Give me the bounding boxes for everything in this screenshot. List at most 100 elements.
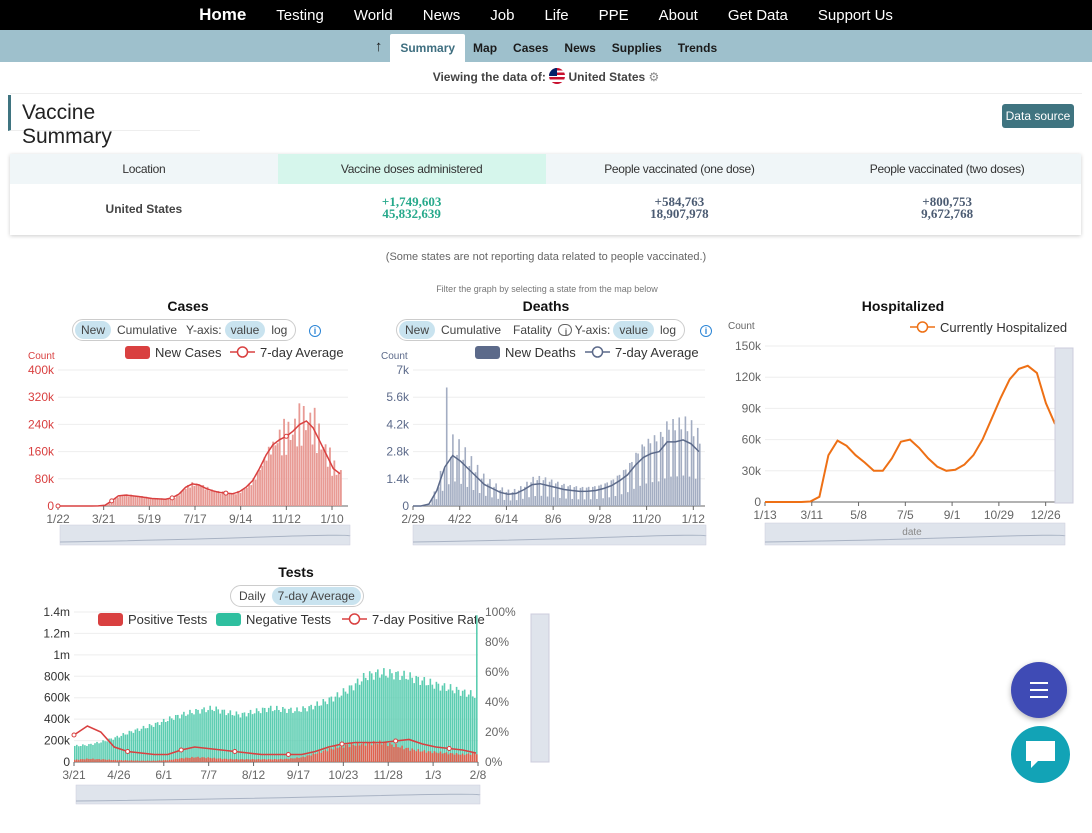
tab-trends[interactable]: Trends bbox=[677, 41, 718, 55]
case-bar bbox=[256, 470, 259, 506]
tab-summary[interactable]: Summary bbox=[390, 34, 466, 62]
fatality-info-icon[interactable]: i bbox=[557, 324, 572, 337]
data-source-button[interactable]: Data source bbox=[1002, 104, 1074, 128]
header-one-dose[interactable]: People vaccinated (one dose) bbox=[604, 162, 755, 176]
tab-map[interactable]: Map bbox=[473, 41, 498, 55]
deaths-info-icon[interactable]: i bbox=[700, 325, 712, 337]
positive-bar bbox=[292, 758, 294, 762]
negative-bar bbox=[251, 714, 254, 762]
positive-bar bbox=[116, 760, 119, 762]
x-tick-label: 2/29 bbox=[401, 512, 425, 526]
deaths-cumulative-toggle[interactable]: Cumulative bbox=[441, 323, 502, 337]
negative-bar bbox=[330, 696, 333, 762]
negative-bar bbox=[298, 711, 300, 762]
positive-bar bbox=[284, 758, 286, 762]
positive-bar bbox=[368, 742, 371, 762]
nav-get-data[interactable]: Get Data bbox=[727, 6, 788, 24]
case-bar bbox=[154, 499, 156, 506]
menu-fab-button[interactable] bbox=[1011, 662, 1067, 718]
death-bar bbox=[493, 486, 495, 506]
nav-job[interactable]: Job bbox=[490, 6, 515, 24]
gear-icon[interactable]: ⚙ bbox=[648, 70, 660, 84]
negative-bar bbox=[322, 699, 325, 762]
death-bar bbox=[645, 483, 648, 506]
negative-bar bbox=[316, 701, 319, 762]
hosp-chart[interactable]: Count Currently Hospitalized 0 30k 60k 90k 120… bbox=[725, 315, 1085, 550]
rate-point bbox=[393, 738, 399, 744]
x-tick-label: 12/26 bbox=[1031, 508, 1061, 522]
negative-bar bbox=[294, 711, 296, 762]
deaths-log-toggle[interactable]: log bbox=[660, 323, 677, 337]
death-bar bbox=[495, 483, 497, 506]
nav-home[interactable]: Home bbox=[199, 5, 247, 24]
x-tick-label: 5/8 bbox=[850, 508, 867, 522]
death-bar bbox=[598, 485, 600, 506]
cell-one-dose: +584,763 18,907,978 bbox=[546, 184, 814, 235]
x-tick-label: 9/14 bbox=[229, 512, 253, 526]
nav-support-us[interactable]: Support Us bbox=[817, 6, 893, 24]
header-doses[interactable]: Vaccine doses administered bbox=[277, 154, 546, 184]
chat-icon bbox=[1026, 741, 1055, 768]
case-bar bbox=[132, 496, 135, 506]
negative-bar bbox=[233, 715, 236, 762]
header-two-doses[interactable]: People vaccinated (two doses) bbox=[869, 162, 1025, 176]
deaths-value-toggle[interactable]: value bbox=[613, 321, 654, 339]
tab-news[interactable]: News bbox=[564, 41, 596, 55]
tests-avg-toggle[interactable]: 7-day Average bbox=[271, 587, 361, 605]
death-bar bbox=[528, 497, 530, 506]
nav-news[interactable]: News bbox=[422, 6, 461, 24]
case-bar bbox=[228, 493, 231, 506]
cases-chart[interactable]: Count New Cases 7-day Average 0 80k 160k 240k 3… bbox=[20, 340, 360, 550]
positive-bar bbox=[296, 757, 298, 762]
negative-bar bbox=[132, 732, 135, 762]
tab-cases[interactable]: Cases bbox=[513, 41, 549, 55]
negative-bar bbox=[465, 696, 468, 762]
case-bar bbox=[149, 497, 152, 506]
tests-daily-toggle[interactable]: Daily bbox=[239, 589, 266, 603]
nav-about[interactable]: About bbox=[658, 6, 698, 24]
death-bar bbox=[672, 419, 674, 506]
nav-life[interactable]: Life bbox=[544, 6, 569, 24]
tests-chart[interactable]: Positive Tests Negative Tests 7-day Positi… bbox=[20, 605, 560, 810]
deaths-chart[interactable]: Count New Deaths 7-day Average 0 1.4k 2.8k 4.2… bbox=[375, 340, 715, 550]
negative-bar bbox=[469, 690, 472, 762]
count-label: Count bbox=[728, 321, 755, 332]
positive-bar bbox=[148, 760, 151, 762]
nav-ppe[interactable]: PPE bbox=[598, 6, 629, 24]
nav-world[interactable]: World bbox=[353, 6, 393, 24]
cases-log-toggle[interactable]: log bbox=[271, 323, 288, 337]
positive-bar bbox=[233, 759, 236, 762]
negative-bar bbox=[118, 737, 121, 762]
arrow-up-icon[interactable]: ↑ bbox=[374, 38, 383, 55]
case-bar bbox=[217, 490, 220, 506]
deaths-fatality-toggle[interactable]: Fatality bbox=[513, 323, 552, 337]
death-bar bbox=[577, 499, 580, 506]
tab-supplies[interactable]: Supplies bbox=[611, 41, 662, 55]
nav-testing[interactable]: Testing bbox=[276, 6, 324, 24]
case-bar bbox=[123, 495, 126, 506]
negative-bar bbox=[138, 730, 141, 762]
cases-cumulative-toggle[interactable]: Cumulative bbox=[117, 323, 178, 337]
positive-bar bbox=[193, 757, 195, 762]
chat-button[interactable] bbox=[1011, 726, 1070, 783]
positive-bar bbox=[397, 747, 399, 762]
case-bar bbox=[141, 496, 143, 506]
negative-bar bbox=[116, 735, 119, 762]
death-bar bbox=[569, 485, 571, 506]
cases-value-toggle[interactable]: value bbox=[224, 321, 266, 339]
positive-bar bbox=[273, 759, 276, 762]
positive-bar bbox=[179, 758, 181, 762]
negative-bar bbox=[126, 734, 129, 762]
country-name[interactable]: United States bbox=[568, 70, 646, 84]
positive-bar bbox=[259, 759, 262, 762]
deaths-new-toggle[interactable]: New bbox=[399, 321, 436, 339]
negative-bar bbox=[439, 690, 442, 762]
case-bar bbox=[202, 485, 205, 506]
cases-info-icon[interactable]: i bbox=[309, 325, 321, 337]
negative-bar bbox=[370, 673, 373, 762]
death-bar bbox=[604, 483, 606, 506]
negative-bar bbox=[411, 677, 413, 762]
case-bar bbox=[197, 484, 200, 506]
positive-bar bbox=[172, 759, 175, 762]
cases-new-toggle[interactable]: New bbox=[75, 321, 112, 339]
